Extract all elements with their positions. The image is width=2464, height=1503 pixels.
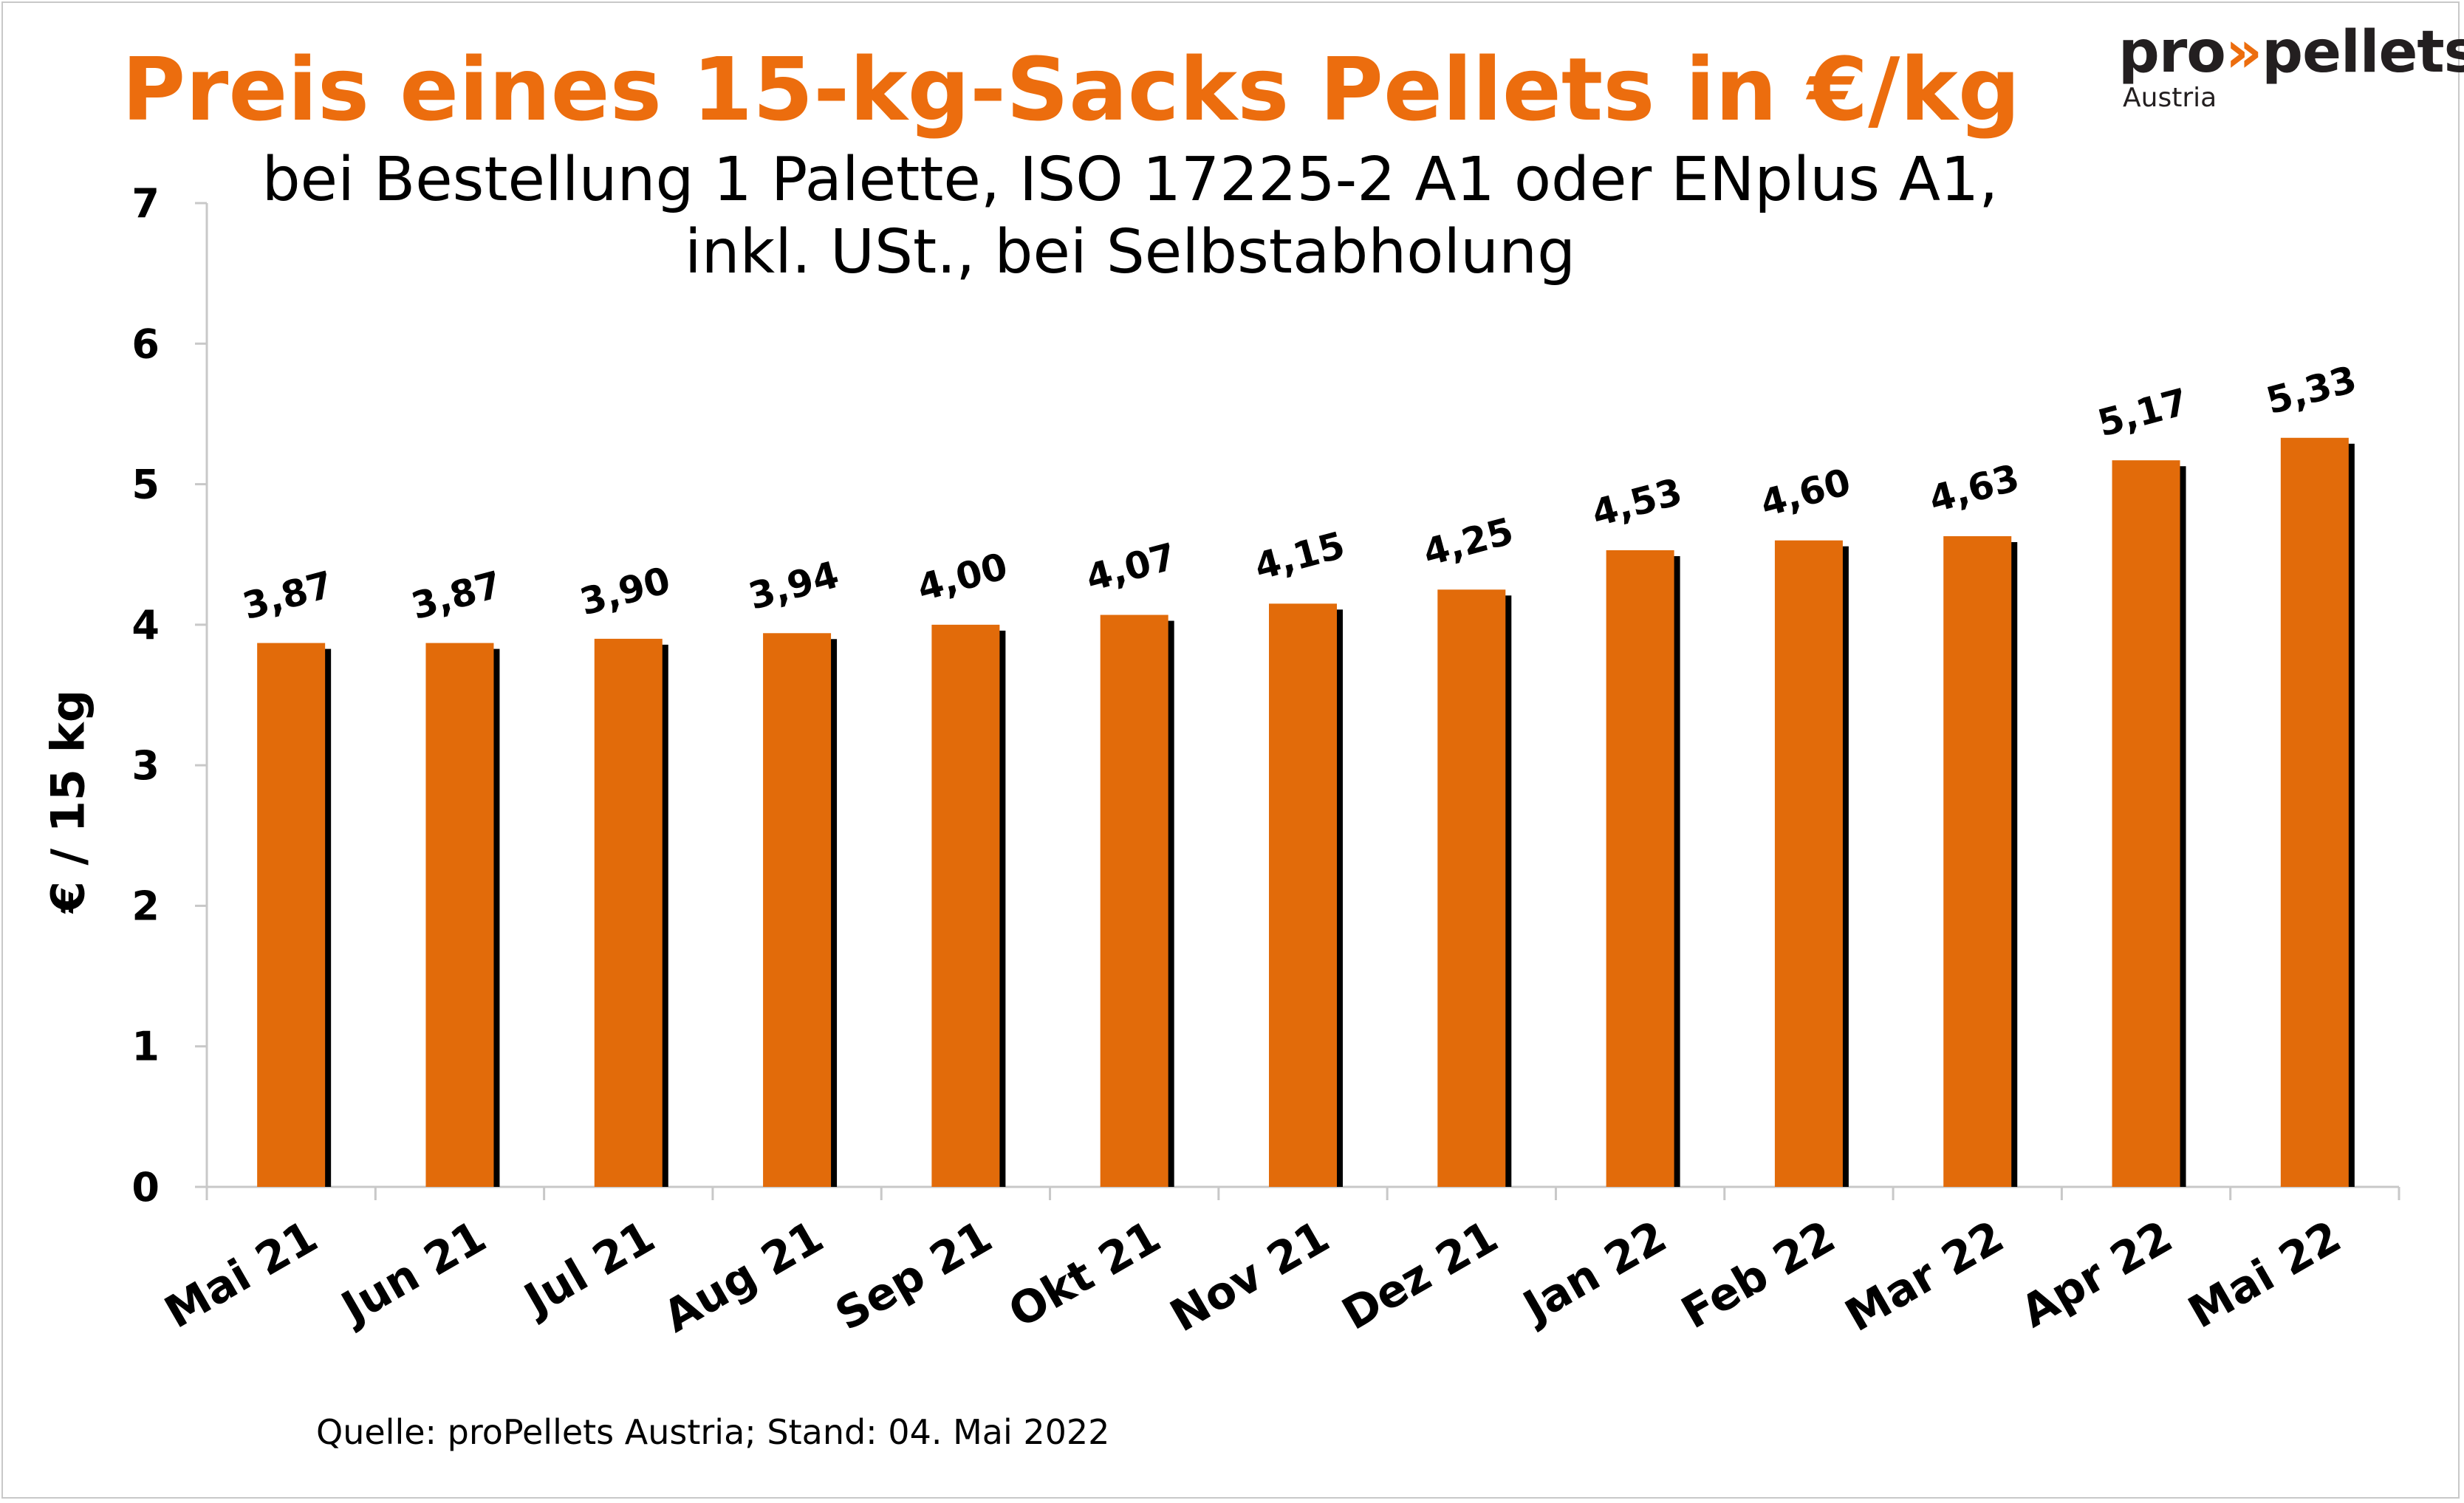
data-label: 3,87 xyxy=(407,563,506,628)
logo-country: Austria xyxy=(2123,83,2217,113)
bar xyxy=(2112,460,2180,1187)
data-label: 4,53 xyxy=(1587,470,1686,535)
bar xyxy=(931,624,1000,1187)
propellets-logo: pro»pellets Austria xyxy=(2118,19,2464,113)
data-label: 4,15 xyxy=(1250,524,1349,589)
y-tick-label: 1 xyxy=(131,1024,160,1070)
y-tick-label: 0 xyxy=(131,1164,160,1211)
logo-arrow-icon: » xyxy=(2225,19,2262,86)
data-label: 4,25 xyxy=(1419,510,1518,575)
data-label: 4,63 xyxy=(1925,456,2024,521)
x-category-label: Mai 21 xyxy=(157,1211,326,1338)
chart-subtitle-line-1: bei Bestellung 1 Palette, ISO 17225-2 A1… xyxy=(261,145,1999,215)
x-category-label: Jul 21 xyxy=(513,1211,663,1327)
data-label: 5,17 xyxy=(2093,380,2192,445)
bar xyxy=(257,643,326,1187)
bar xyxy=(1100,614,1168,1187)
y-tick-label: 3 xyxy=(131,742,160,789)
x-category-label: Sep 21 xyxy=(827,1211,1001,1341)
y-tick-label: 6 xyxy=(131,321,160,367)
data-label: 3,90 xyxy=(575,558,674,623)
x-category-label: Apr 22 xyxy=(2013,1211,2181,1338)
data-label: 4,00 xyxy=(913,544,1012,609)
x-category-label: Jun 21 xyxy=(331,1211,495,1335)
bar xyxy=(425,643,494,1187)
bar xyxy=(1606,550,1674,1187)
x-category-label: Feb 22 xyxy=(1673,1211,1844,1339)
bar xyxy=(594,638,663,1187)
x-category-label: Aug 21 xyxy=(655,1211,832,1343)
data-label: 4,07 xyxy=(1081,535,1180,600)
y-tick-label: 7 xyxy=(131,180,160,227)
source-note: Quelle: proPellets Austria; Stand: 04. M… xyxy=(316,1412,1110,1452)
x-category-label: Dez 21 xyxy=(1334,1211,1507,1341)
bar xyxy=(1774,540,1843,1187)
y-tick-label: 2 xyxy=(131,883,160,929)
bar xyxy=(1437,589,1506,1187)
bar xyxy=(763,633,832,1187)
x-category-label: Okt 21 xyxy=(1000,1211,1169,1338)
x-category-label: Mar 22 xyxy=(1837,1211,2013,1342)
data-label: 4,60 xyxy=(1756,460,1855,525)
y-tick-label: 5 xyxy=(131,462,160,508)
data-label: 3,87 xyxy=(239,563,338,628)
bar xyxy=(1269,603,1337,1187)
bar xyxy=(2280,437,2349,1187)
data-label: 5,33 xyxy=(2262,357,2361,422)
x-category-label: Nov 21 xyxy=(1162,1211,1338,1342)
x-category-label: Jan 22 xyxy=(1513,1211,1675,1335)
logo-brand-right: pellets xyxy=(2262,19,2464,86)
chart-title: Preis eines 15-kg-Sacks Pellets in €/kg xyxy=(121,38,2021,140)
bar xyxy=(1943,535,2012,1187)
chart-subtitle-line-2: inkl. USt., bei Selbstabholung xyxy=(684,217,1576,287)
x-category-label: Mai 22 xyxy=(2180,1211,2350,1338)
data-label: 3,94 xyxy=(745,553,843,618)
logo-brand-left: pro xyxy=(2118,19,2226,86)
y-tick-label: 4 xyxy=(131,602,160,648)
logo-wordmark: pro»pellets xyxy=(2118,19,2464,86)
